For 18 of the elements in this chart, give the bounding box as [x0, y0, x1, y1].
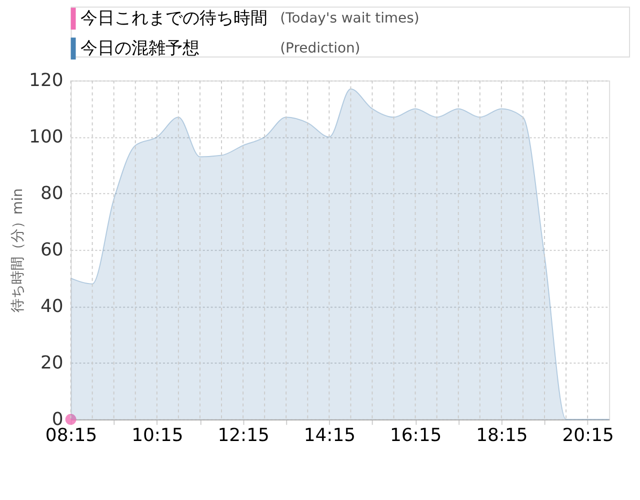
x-tick-label: 12:15 [218, 424, 270, 446]
x-tick-label: 14:15 [304, 424, 356, 446]
x-tick-label: 20:15 [562, 424, 614, 446]
legend-label: 今日これまでの待ち時間 [80, 8, 268, 28]
legend-label: 今日の混雑予想 [80, 38, 200, 58]
text: (Prediction) [280, 40, 360, 57]
y-axis-title: 待ち時間（分）min [10, 188, 26, 313]
x-tick-label: 08:15 [45, 424, 98, 446]
y-tick-label: 120 [29, 70, 64, 91]
x-tick-label: 18:15 [476, 424, 528, 446]
y-tick-label: 40 [40, 296, 64, 317]
y-tick-label: 20 [40, 352, 64, 374]
y-tick-label: 100 [29, 126, 64, 148]
x-tick-label: 16:15 [390, 424, 442, 446]
text: (Today's wait times) [280, 10, 420, 27]
y-tick-label: 80 [40, 182, 64, 204]
y-tick-label: 60 [40, 239, 64, 260]
x-tick-label: 10:15 [132, 424, 184, 446]
